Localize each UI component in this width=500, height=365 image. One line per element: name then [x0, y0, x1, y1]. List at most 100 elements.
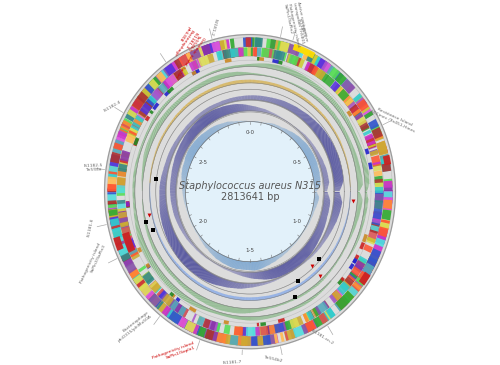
Polygon shape: [206, 329, 214, 340]
Polygon shape: [203, 43, 213, 55]
Text: 1-0: 1-0: [292, 219, 302, 224]
Polygon shape: [245, 337, 250, 346]
Polygon shape: [122, 255, 134, 268]
Polygon shape: [272, 334, 276, 343]
Polygon shape: [323, 300, 330, 309]
Polygon shape: [367, 251, 380, 267]
Polygon shape: [147, 292, 154, 300]
Polygon shape: [230, 38, 235, 48]
Polygon shape: [372, 162, 381, 167]
Polygon shape: [276, 51, 283, 60]
Polygon shape: [144, 80, 158, 95]
Polygon shape: [133, 274, 141, 281]
Text: Active conjugative
transposon Tn5801
Pathogenicity island
SaPIn1/SaPIn2: Active conjugative transposon Tn5801 Pat…: [283, 1, 310, 48]
Polygon shape: [137, 91, 148, 103]
Polygon shape: [162, 305, 175, 320]
Polygon shape: [348, 270, 358, 281]
Polygon shape: [340, 280, 351, 292]
Polygon shape: [230, 48, 236, 58]
Polygon shape: [133, 274, 143, 285]
Polygon shape: [374, 180, 383, 187]
Polygon shape: [381, 161, 390, 165]
Polygon shape: [219, 333, 229, 344]
Polygon shape: [364, 111, 374, 119]
Polygon shape: [167, 309, 180, 323]
Polygon shape: [114, 236, 124, 241]
Polygon shape: [121, 253, 131, 262]
Polygon shape: [272, 59, 279, 64]
Polygon shape: [361, 269, 370, 278]
Polygon shape: [140, 102, 152, 115]
Polygon shape: [352, 284, 360, 292]
Polygon shape: [118, 162, 128, 169]
Polygon shape: [118, 168, 126, 172]
Polygon shape: [246, 38, 254, 47]
Polygon shape: [166, 309, 180, 323]
Text: ISI181-2: ISI181-2: [209, 17, 218, 35]
Polygon shape: [362, 267, 372, 275]
Polygon shape: [384, 191, 392, 203]
Polygon shape: [321, 61, 328, 70]
Polygon shape: [196, 316, 202, 325]
Polygon shape: [382, 210, 392, 220]
Polygon shape: [323, 74, 335, 87]
Polygon shape: [363, 268, 372, 274]
Polygon shape: [182, 308, 189, 318]
Polygon shape: [110, 216, 120, 226]
Polygon shape: [282, 42, 290, 53]
Polygon shape: [224, 58, 232, 63]
Polygon shape: [120, 218, 130, 230]
Polygon shape: [124, 237, 134, 245]
Polygon shape: [298, 58, 305, 68]
Polygon shape: [113, 236, 124, 251]
Polygon shape: [305, 62, 317, 74]
Polygon shape: [208, 320, 218, 331]
Polygon shape: [254, 47, 257, 56]
Polygon shape: [126, 201, 130, 207]
Polygon shape: [129, 248, 138, 257]
Polygon shape: [170, 300, 182, 313]
Polygon shape: [269, 39, 276, 49]
Polygon shape: [117, 130, 127, 140]
Polygon shape: [208, 41, 221, 53]
Polygon shape: [128, 131, 136, 137]
Polygon shape: [149, 110, 154, 114]
Polygon shape: [251, 47, 253, 56]
Polygon shape: [311, 66, 319, 76]
Polygon shape: [196, 58, 202, 68]
Polygon shape: [115, 238, 126, 250]
Polygon shape: [252, 327, 260, 336]
Text: 0-0: 0-0: [246, 130, 254, 135]
Polygon shape: [371, 243, 383, 258]
Polygon shape: [251, 38, 254, 47]
Polygon shape: [108, 209, 118, 220]
Polygon shape: [379, 226, 388, 233]
Polygon shape: [366, 238, 376, 245]
Polygon shape: [127, 127, 138, 139]
Polygon shape: [145, 96, 156, 108]
Polygon shape: [373, 131, 384, 141]
Polygon shape: [306, 310, 314, 320]
Polygon shape: [136, 93, 147, 105]
Polygon shape: [354, 254, 360, 260]
Polygon shape: [224, 39, 230, 49]
Polygon shape: [206, 53, 215, 64]
Polygon shape: [132, 116, 143, 127]
Polygon shape: [192, 70, 198, 76]
Polygon shape: [190, 323, 202, 336]
Polygon shape: [270, 334, 276, 344]
Polygon shape: [157, 68, 170, 82]
Polygon shape: [210, 321, 216, 331]
Polygon shape: [372, 217, 381, 227]
Polygon shape: [350, 271, 358, 279]
Polygon shape: [324, 310, 332, 320]
Polygon shape: [332, 289, 342, 301]
Polygon shape: [152, 297, 160, 307]
Polygon shape: [173, 73, 180, 81]
Polygon shape: [257, 335, 267, 346]
Polygon shape: [134, 137, 139, 146]
Polygon shape: [384, 197, 392, 204]
Polygon shape: [370, 149, 378, 155]
Polygon shape: [118, 212, 127, 218]
Polygon shape: [198, 326, 206, 337]
